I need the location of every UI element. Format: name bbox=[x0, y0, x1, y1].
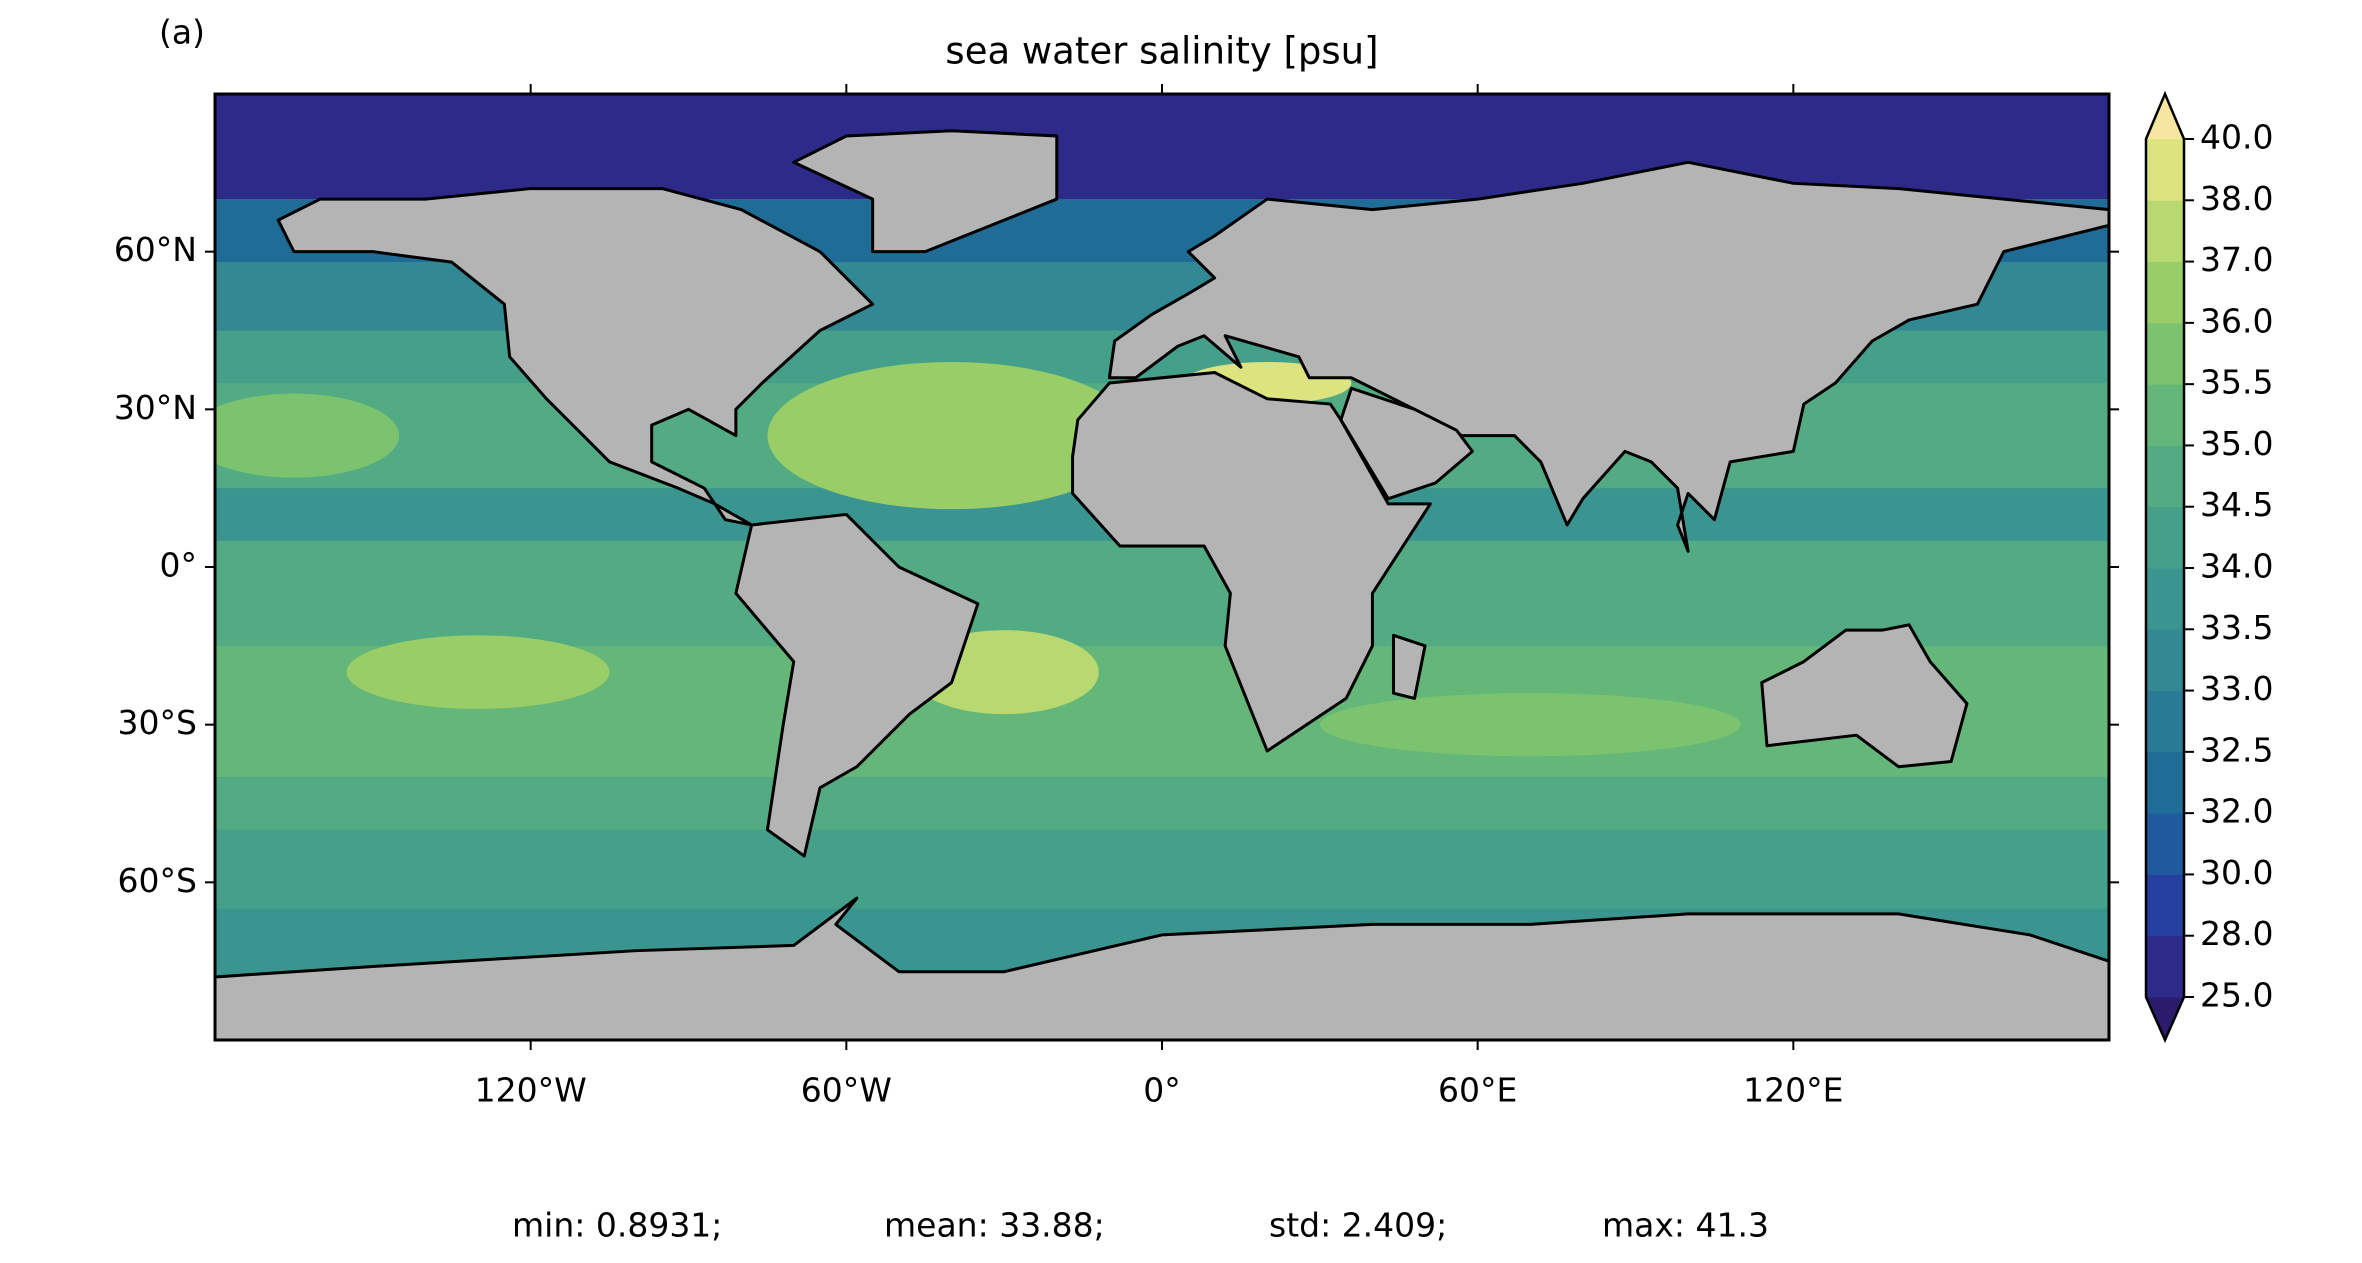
colorbar-segment bbox=[2146, 384, 2184, 446]
land bbox=[1341, 388, 1473, 498]
colorbar-tick-label: 28.0 bbox=[2200, 914, 2273, 953]
ocean-band bbox=[215, 829, 2109, 909]
colorbar: 25.0 28.0 30.0 32.0 32.5 33.0 33.5 34.0 34.5 35.0… bbox=[2144, 90, 2273, 1044]
colorbar-tick-label: 35.5 bbox=[2200, 363, 2273, 402]
panel-label: (a) bbox=[159, 13, 205, 52]
colorbar-segment bbox=[2146, 629, 2184, 692]
x-tick-label: 0° bbox=[1143, 1071, 1181, 1110]
y-tick-label: 60°S bbox=[118, 861, 197, 900]
land bbox=[1073, 373, 1431, 751]
land bbox=[1393, 635, 1425, 698]
x-tick-label: 120°W bbox=[475, 1071, 587, 1110]
gyre bbox=[767, 362, 1136, 510]
y-tick-label: 60°N bbox=[114, 230, 197, 269]
ocean-band bbox=[215, 777, 2109, 830]
colorbar-tick-label: 37.0 bbox=[2200, 240, 2273, 279]
colorbar-segment bbox=[2146, 200, 2184, 263]
stat-label: mean: 33.88; bbox=[884, 1206, 1105, 1245]
colorbar-segment bbox=[2146, 139, 2184, 201]
ocean-band bbox=[215, 94, 2109, 200]
colorbar-extend-min bbox=[2146, 997, 2184, 1040]
colorbar-tick-label: 36.0 bbox=[2200, 301, 2273, 340]
land bbox=[794, 131, 1057, 252]
colorbar-tick-label: 25.0 bbox=[2200, 976, 2273, 1015]
colorbar-segment bbox=[2146, 506, 2184, 569]
x-tick-label: 60°W bbox=[801, 1071, 892, 1110]
colorbar-segment bbox=[2146, 690, 2184, 753]
axes: 120°W 60°W 0° 60°E 120°E 60°N 30°N 0° 30°S 60°S bbox=[114, 84, 2119, 1110]
colorbar-segment bbox=[2146, 322, 2184, 385]
y-tick-label: 30°N bbox=[114, 388, 197, 427]
colorbar-segment bbox=[2146, 874, 2184, 937]
gyre bbox=[1319, 693, 1741, 757]
colorbar-tick-label: 34.0 bbox=[2200, 547, 2273, 586]
x-tick-label: 120°E bbox=[1743, 1071, 1843, 1110]
land bbox=[1109, 162, 2109, 551]
colorbar-segment bbox=[2146, 445, 2184, 508]
stat-label: std: 2.409; bbox=[1269, 1206, 1447, 1245]
land bbox=[278, 189, 872, 525]
colorbar-segment bbox=[2146, 751, 2184, 814]
colorbar-tick-label: 34.5 bbox=[2200, 485, 2273, 524]
gyre bbox=[346, 635, 610, 709]
colorbar-tick-label: 35.0 bbox=[2200, 424, 2273, 463]
colorbar-segment bbox=[2146, 261, 2184, 324]
colorbar-tick-label: 38.0 bbox=[2200, 179, 2273, 218]
x-tick-label: 60°E bbox=[1438, 1071, 1517, 1110]
map-title: sea water salinity [psu] bbox=[945, 30, 1378, 73]
colorbar-tick-label: 32.5 bbox=[2200, 730, 2273, 769]
map bbox=[215, 94, 2109, 1040]
colorbar-tick-label: 32.0 bbox=[2200, 792, 2273, 831]
stat-label: min: 0.8931; bbox=[512, 1206, 722, 1245]
land bbox=[736, 514, 978, 856]
gyre bbox=[215, 393, 400, 478]
colorbar-extend-max bbox=[2146, 94, 2184, 139]
colorbar-segment bbox=[2146, 813, 2184, 875]
land bbox=[1762, 625, 1967, 767]
colorbar-tick-label: 33.0 bbox=[2200, 669, 2273, 708]
colorbar-segment bbox=[2146, 568, 2184, 630]
map-layer bbox=[215, 94, 2109, 1040]
colorbar-tick-label: 33.5 bbox=[2200, 608, 2273, 647]
ocean-band bbox=[215, 540, 2109, 646]
y-tick-label: 0° bbox=[160, 546, 198, 585]
colorbar-tick-label: 30.0 bbox=[2200, 853, 2273, 892]
colorbar-segment bbox=[2146, 935, 2184, 998]
stats: min: 0.8931; mean: 33.88; std: 2.409; max: … bbox=[512, 1206, 1769, 1245]
y-tick-label: 30°S bbox=[118, 703, 197, 742]
colorbar-tick-label: 40.0 bbox=[2200, 118, 2273, 157]
stat-label: max: 41.3 bbox=[1602, 1206, 1769, 1245]
